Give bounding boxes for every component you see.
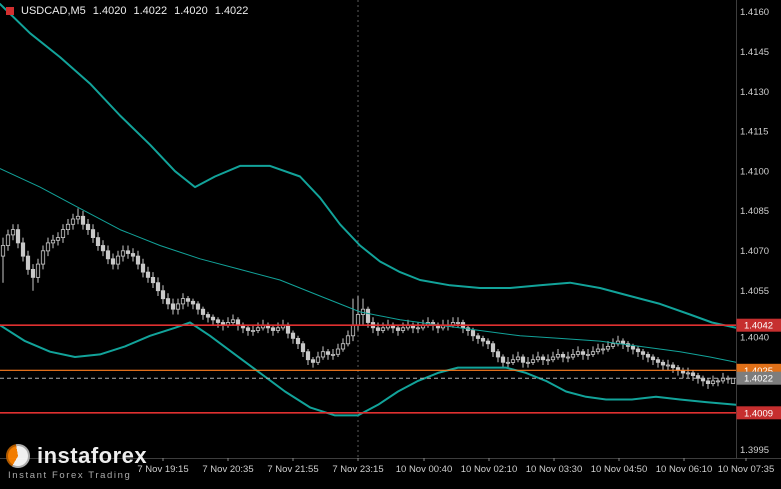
candles-layer <box>0 208 736 389</box>
price-tick-label: 1.4145 <box>740 47 769 58</box>
level-price-badge <box>736 318 781 332</box>
bar-close-value: 1.4022 <box>214 5 249 17</box>
time-tick-label: 10 Nov 02:10 <box>461 464 518 475</box>
price-tick-label: 1.4055 <box>740 286 769 297</box>
price-tick-label: 1.4040 <box>740 333 769 344</box>
symbol-marker-icon <box>6 7 14 15</box>
price-tick-label: 1.4070 <box>740 246 769 257</box>
instaforex-logo-icon <box>6 444 30 468</box>
bar-high-value: 1.4022 <box>133 5 168 17</box>
broker-watermark: instaforex Instant Forex Trading <box>6 444 147 481</box>
time-tick-label: 10 Nov 04:50 <box>591 464 648 475</box>
bollinger-middle-band[interactable] <box>0 168 736 363</box>
time-tick-label: 7 Nov 20:35 <box>202 464 253 475</box>
time-tick-label: 10 Nov 07:35 <box>718 464 775 475</box>
bollinger-upper-band[interactable] <box>0 3 736 329</box>
level-price-badge <box>736 406 781 420</box>
time-tick-label: 10 Nov 06:10 <box>656 464 713 475</box>
price-tick-label: 1.4160 <box>740 7 769 18</box>
bar-low-value: 1.4020 <box>174 5 208 17</box>
price-tick-label: 1.4100 <box>740 166 769 177</box>
price-tick-label: 1.4130 <box>740 87 769 98</box>
time-tick-label: 7 Nov 21:55 <box>267 464 318 475</box>
chart-title-bar: USDCAD,M5 1.4020 1.4022 1.4020 1.4022 <box>6 5 248 17</box>
current-price-badge <box>736 371 781 385</box>
time-tick-label: 7 Nov 23:15 <box>332 464 383 475</box>
bollinger-lower-band[interactable] <box>0 321 736 417</box>
time-axis-labels[interactable]: 7 Nov 19:15 7 Nov 20:35 7 Nov 21:55 7 Nov 2… <box>137 458 774 475</box>
time-tick-label: 7 Nov 19:15 <box>137 464 188 475</box>
level-price-badge-text: 1.4025 <box>744 366 773 377</box>
level-price-badge-text: 1.4009 <box>744 408 773 419</box>
price-tick-label: 1.4085 <box>740 206 769 217</box>
current-price-badge-text: 1.4022 <box>744 374 773 385</box>
price-tick-label: 1.4115 <box>740 127 768 138</box>
time-tick-label: 10 Nov 00:40 <box>396 464 453 475</box>
price-tick-label: 1.3995 <box>740 445 769 456</box>
watermark-tagline-text: Instant Forex Trading <box>8 470 132 481</box>
plot-area <box>0 0 736 458</box>
symbol-timeframe-label: USDCAD,M5 <box>21 5 86 17</box>
price-axis-labels[interactable]: 1.4160 1.4145 1.4130 1.4115 1.4100 1.4085 1.40… <box>736 7 781 456</box>
time-tick-label: 10 Nov 03:30 <box>526 464 583 475</box>
level-price-badge-text: 1.4042 <box>744 321 773 332</box>
watermark-brand-text: instaforex <box>37 443 148 468</box>
bar-open-value: 1.4020 <box>92 5 127 17</box>
